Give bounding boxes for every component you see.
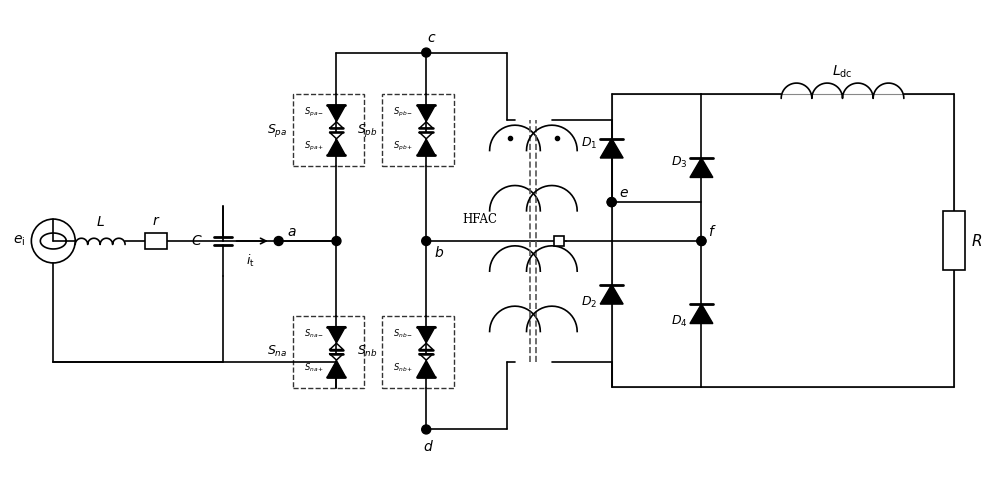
Polygon shape: [327, 105, 345, 121]
Text: $b$: $b$: [434, 245, 444, 260]
Text: $C$: $C$: [191, 234, 203, 248]
Text: $S_{pb}$: $S_{pb}$: [357, 122, 377, 139]
Polygon shape: [327, 139, 345, 155]
Text: $S_{nb}$: $S_{nb}$: [357, 344, 377, 359]
Text: $D_3$: $D_3$: [671, 155, 687, 170]
Circle shape: [422, 425, 431, 434]
Circle shape: [422, 237, 431, 245]
Text: $e_{\rm i}$: $e_{\rm i}$: [13, 234, 25, 248]
Text: $S_{pa-}$: $S_{pa-}$: [304, 106, 324, 119]
Text: HFAC: HFAC: [463, 213, 498, 226]
Polygon shape: [417, 361, 435, 377]
Bar: [943, 211, 965, 270]
Text: $S_{nb-}$: $S_{nb-}$: [393, 327, 414, 340]
Text: $r$: $r$: [152, 214, 160, 228]
Text: $D_4$: $D_4$: [671, 314, 687, 329]
Text: $S_{na}$: $S_{na}$: [267, 344, 288, 359]
Text: $e$: $e$: [619, 186, 629, 200]
Bar: [293, 94, 364, 166]
Text: $S_{pa+}$: $S_{pa+}$: [304, 140, 324, 153]
Circle shape: [607, 198, 616, 207]
Polygon shape: [417, 139, 435, 155]
Bar: [382, 94, 454, 166]
Circle shape: [422, 48, 431, 57]
Polygon shape: [600, 138, 623, 158]
Circle shape: [607, 198, 616, 207]
Polygon shape: [600, 284, 623, 304]
Polygon shape: [417, 327, 435, 343]
Bar: [554, 236, 564, 246]
Text: $f$: $f$: [708, 224, 717, 239]
Text: $d$: $d$: [423, 440, 434, 455]
Circle shape: [332, 237, 341, 245]
Text: $S_{pa}$: $S_{pa}$: [267, 122, 288, 139]
Text: $S_{nb+}$: $S_{nb+}$: [393, 362, 414, 374]
Text: $R$: $R$: [971, 232, 982, 249]
Circle shape: [274, 237, 283, 245]
Text: $i_{\rm t}$: $i_{\rm t}$: [246, 253, 255, 269]
Text: $a$: $a$: [287, 225, 296, 239]
Circle shape: [697, 237, 706, 245]
Text: $L$: $L$: [96, 215, 105, 229]
Bar: [293, 316, 364, 388]
Text: $S_{na+}$: $S_{na+}$: [304, 362, 324, 374]
Text: $S_{pb-}$: $S_{pb-}$: [393, 106, 414, 119]
Polygon shape: [417, 105, 435, 121]
Polygon shape: [327, 327, 345, 343]
Polygon shape: [690, 158, 713, 177]
Bar: [382, 316, 454, 388]
Bar: [145, 233, 167, 249]
Polygon shape: [690, 304, 713, 323]
Polygon shape: [327, 361, 345, 377]
Text: $L_{\rm dc}$: $L_{\rm dc}$: [832, 64, 853, 80]
Text: $c$: $c$: [427, 30, 437, 44]
Text: $D_2$: $D_2$: [581, 295, 598, 310]
Text: $D_1$: $D_1$: [581, 136, 598, 151]
Text: $S_{pb+}$: $S_{pb+}$: [393, 140, 414, 153]
Text: $S_{na-}$: $S_{na-}$: [304, 327, 324, 340]
Bar: [612, 94, 954, 387]
Circle shape: [697, 237, 706, 245]
